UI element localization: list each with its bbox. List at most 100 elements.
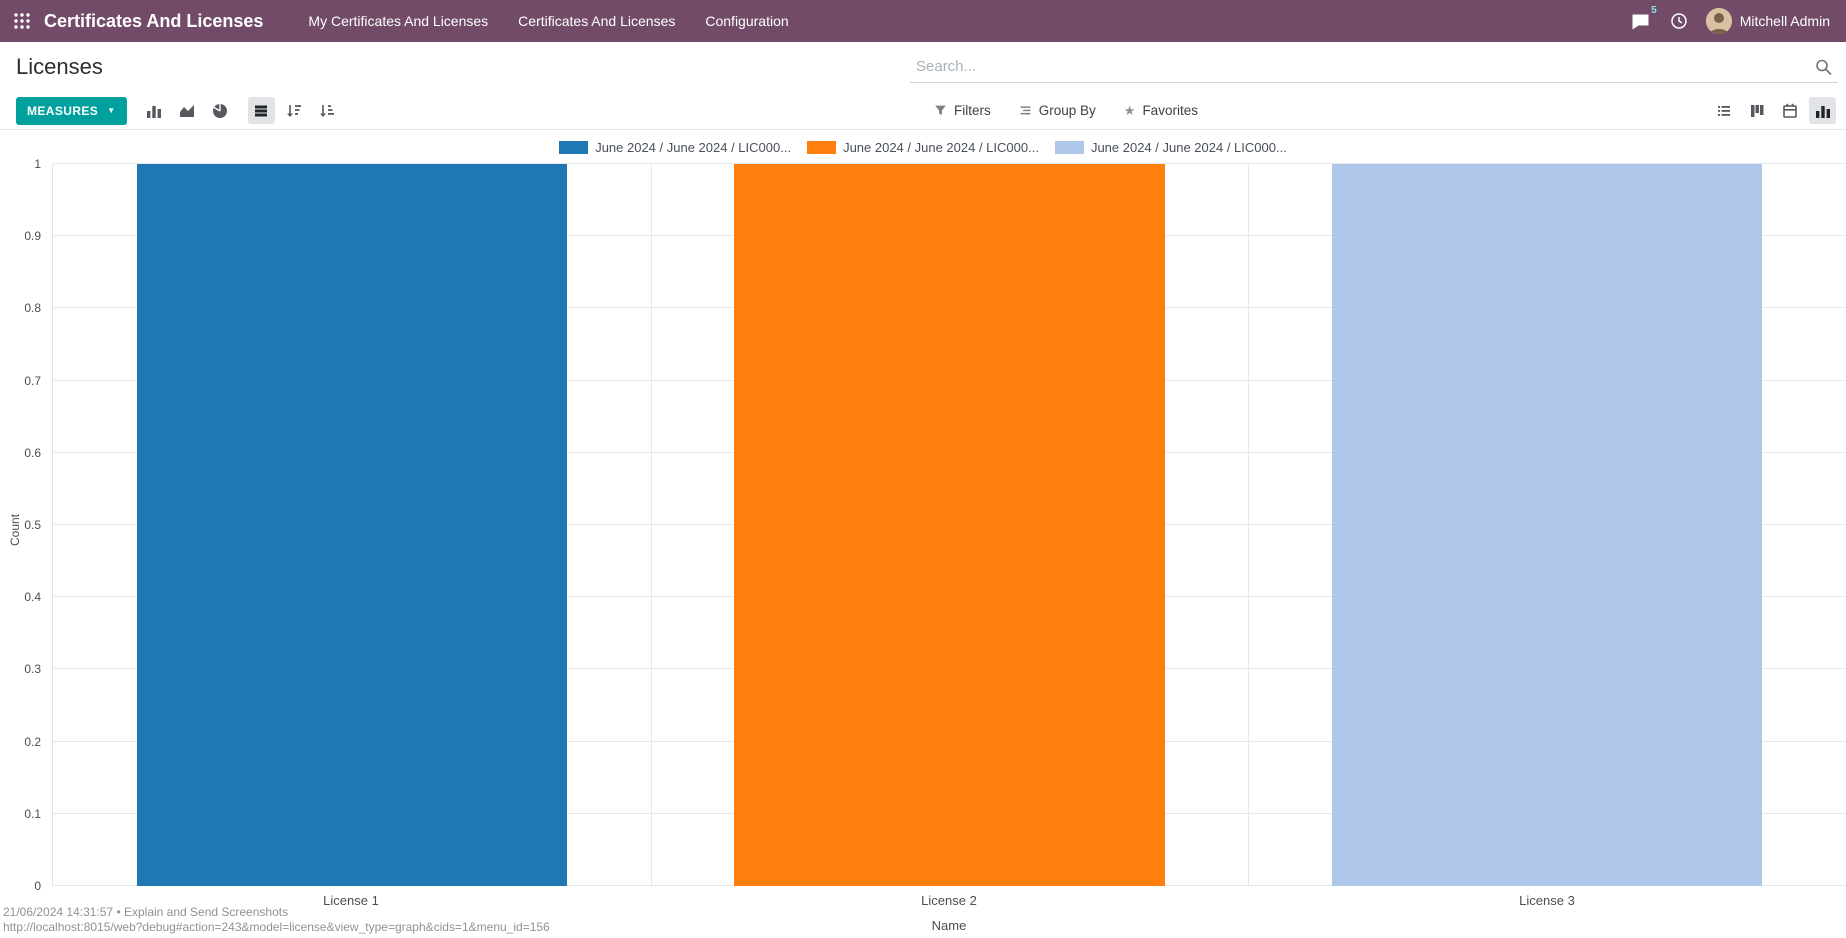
graph-view-button[interactable]	[1809, 97, 1836, 124]
sort-desc-button[interactable]	[281, 97, 308, 124]
star-icon: ★	[1123, 102, 1136, 118]
y-tick-label: 0.4	[24, 590, 41, 605]
x-tick-label: License 3	[1519, 893, 1575, 908]
messages-button[interactable]: 5	[1622, 0, 1660, 42]
person-icon	[1705, 8, 1732, 34]
plot-row: Count 0 0.1 0.2 0.3 0.4 0.5 0.6 0.7 0.8 0.9 1	[0, 157, 1846, 893]
filter-icon	[934, 104, 947, 117]
graph-view-icon	[1815, 105, 1830, 118]
stacked-button[interactable]	[247, 97, 275, 124]
caret-down-icon: ▼	[107, 105, 116, 115]
legend-swatch	[559, 140, 589, 154]
sort-desc-icon	[287, 104, 302, 117]
gridline-vertical	[650, 164, 652, 886]
legend-item[interactable]: June 2024 / June 2024 / LIC000...	[559, 140, 791, 155]
legend-label: June 2024 / June 2024 / LIC000...	[595, 139, 792, 155]
calendar-view-icon	[1782, 103, 1797, 118]
topbar-menu: My Certificates And Licenses Certificates…	[293, 0, 803, 42]
chat-icon	[1632, 14, 1649, 29]
y-tick-label: 0.7	[24, 373, 41, 388]
sort-asc-button[interactable]	[314, 97, 341, 124]
kanban-view-icon	[1750, 104, 1763, 117]
topbar: Certificates And Licenses My Certificate…	[0, 0, 1846, 42]
kanban-view-button[interactable]	[1743, 97, 1770, 124]
message-count-badge: 5	[1651, 5, 1657, 16]
avatar	[1705, 8, 1732, 34]
pie-chart-icon	[213, 103, 228, 118]
favorites-label: Favorites	[1142, 103, 1198, 118]
y-tick-label: 0.2	[24, 734, 41, 749]
stacked-icon	[255, 105, 268, 116]
measures-button[interactable]: MEASURES ▼	[16, 96, 127, 125]
measures-label: MEASURES	[27, 103, 99, 118]
filters-label: Filters	[954, 103, 991, 118]
menu-item[interactable]: Certificates And Licenses	[518, 13, 676, 29]
legend-label: June 2024 / June 2024 / LIC000...	[843, 139, 1039, 155]
header-row: Licenses	[0, 42, 1846, 92]
left-controls: MEASURES ▼	[16, 96, 341, 125]
area-chart-icon	[180, 104, 195, 117]
search-icon[interactable]	[1815, 59, 1832, 76]
y-axis-label: Count	[8, 513, 22, 546]
y-tick-label: 0.9	[24, 229, 41, 244]
search-box	[910, 51, 1838, 83]
filters-button[interactable]: Filters	[934, 103, 991, 118]
user-menu[interactable]: Mitchell Admin	[1698, 8, 1834, 34]
legend-item[interactable]: June 2024 / June 2024 / LIC000...	[1054, 139, 1287, 155]
x-tick-labels: License 1 License 2 License 3	[52, 886, 1846, 910]
sort-asc-icon	[320, 104, 335, 117]
pie-chart-button[interactable]	[207, 97, 234, 124]
list-view-button[interactable]	[1710, 97, 1737, 124]
bar[interactable]	[1332, 164, 1763, 886]
clock-icon	[1670, 13, 1687, 29]
overlay-timestamp: 21/06/2024 14:31:57 • Explain and Send S…	[3, 905, 289, 919]
bar[interactable]	[136, 164, 567, 886]
line-chart-button[interactable]	[174, 97, 201, 124]
bar[interactable]	[734, 164, 1165, 886]
overlay-url: http://localhost:8015/web?debug#action=2…	[3, 920, 550, 934]
gridline-vertical	[1248, 164, 1250, 886]
legend-item[interactable]: June 2024 / June 2024 / LIC000...	[807, 140, 1039, 155]
legend-swatch	[807, 140, 837, 154]
y-tick-label: 0.1	[24, 806, 41, 821]
calendar-view-button[interactable]	[1776, 97, 1803, 124]
app-title: Certificates And Licenses	[44, 10, 264, 31]
group-by-icon	[1019, 104, 1032, 117]
chart-type-group	[141, 97, 234, 124]
topbar-left: Certificates And Licenses My Certificate…	[0, 0, 804, 42]
user-name: Mitchell Admin	[1739, 13, 1830, 29]
gridline	[53, 163, 1846, 164]
bar-chart-icon	[147, 105, 162, 118]
legend-label: June 2024 / June 2024 / LIC000...	[1090, 139, 1287, 155]
group-by-button[interactable]: Group By	[1019, 103, 1096, 118]
page-title: Licenses	[16, 54, 103, 79]
bar-chart-button[interactable]	[141, 97, 168, 124]
favorites-button[interactable]: ★ Favorites	[1124, 103, 1198, 119]
y-tick-label: 0.3	[24, 662, 41, 677]
chart-option-group	[247, 97, 341, 124]
legend-swatch	[1054, 140, 1084, 154]
x-tick-label: License 1	[323, 893, 379, 908]
x-tick-label: License 2	[921, 893, 977, 908]
y-tick-label: 0.5	[24, 518, 41, 532]
x-axis-label: Name	[931, 918, 967, 933]
chart-legend: June 2024 / June 2024 / LIC000... June 20…	[0, 130, 1846, 164]
apps-grid-icon	[14, 13, 30, 29]
topbar-right: 5 Mitchell Admin	[1622, 0, 1834, 42]
menu-item[interactable]: My Certificates And Licenses	[308, 13, 489, 29]
y-axis: Count 0 0.1 0.2 0.3 0.4 0.5 0.6 0.7 0.8 0.9 1	[0, 157, 52, 893]
menu-item[interactable]: Configuration	[705, 13, 789, 29]
debug-overlay: 21/06/2024 14:31:57 • Explain and Send S…	[3, 905, 550, 935]
chart-area: June 2024 / June 2024 / LIC000... June 20…	[0, 130, 1846, 938]
view-switcher	[1710, 97, 1836, 124]
search-input[interactable]	[910, 51, 1838, 83]
apps-menu-button[interactable]	[0, 0, 44, 42]
activities-button[interactable]	[1660, 0, 1698, 42]
group-by-label: Group By	[1038, 103, 1096, 118]
plot-area[interactable]	[52, 163, 1846, 886]
y-tick-label: 0	[34, 879, 41, 893]
y-tick-label: 1	[34, 157, 41, 171]
y-tick-label: 0.6	[24, 445, 41, 460]
list-view-icon	[1717, 105, 1730, 116]
